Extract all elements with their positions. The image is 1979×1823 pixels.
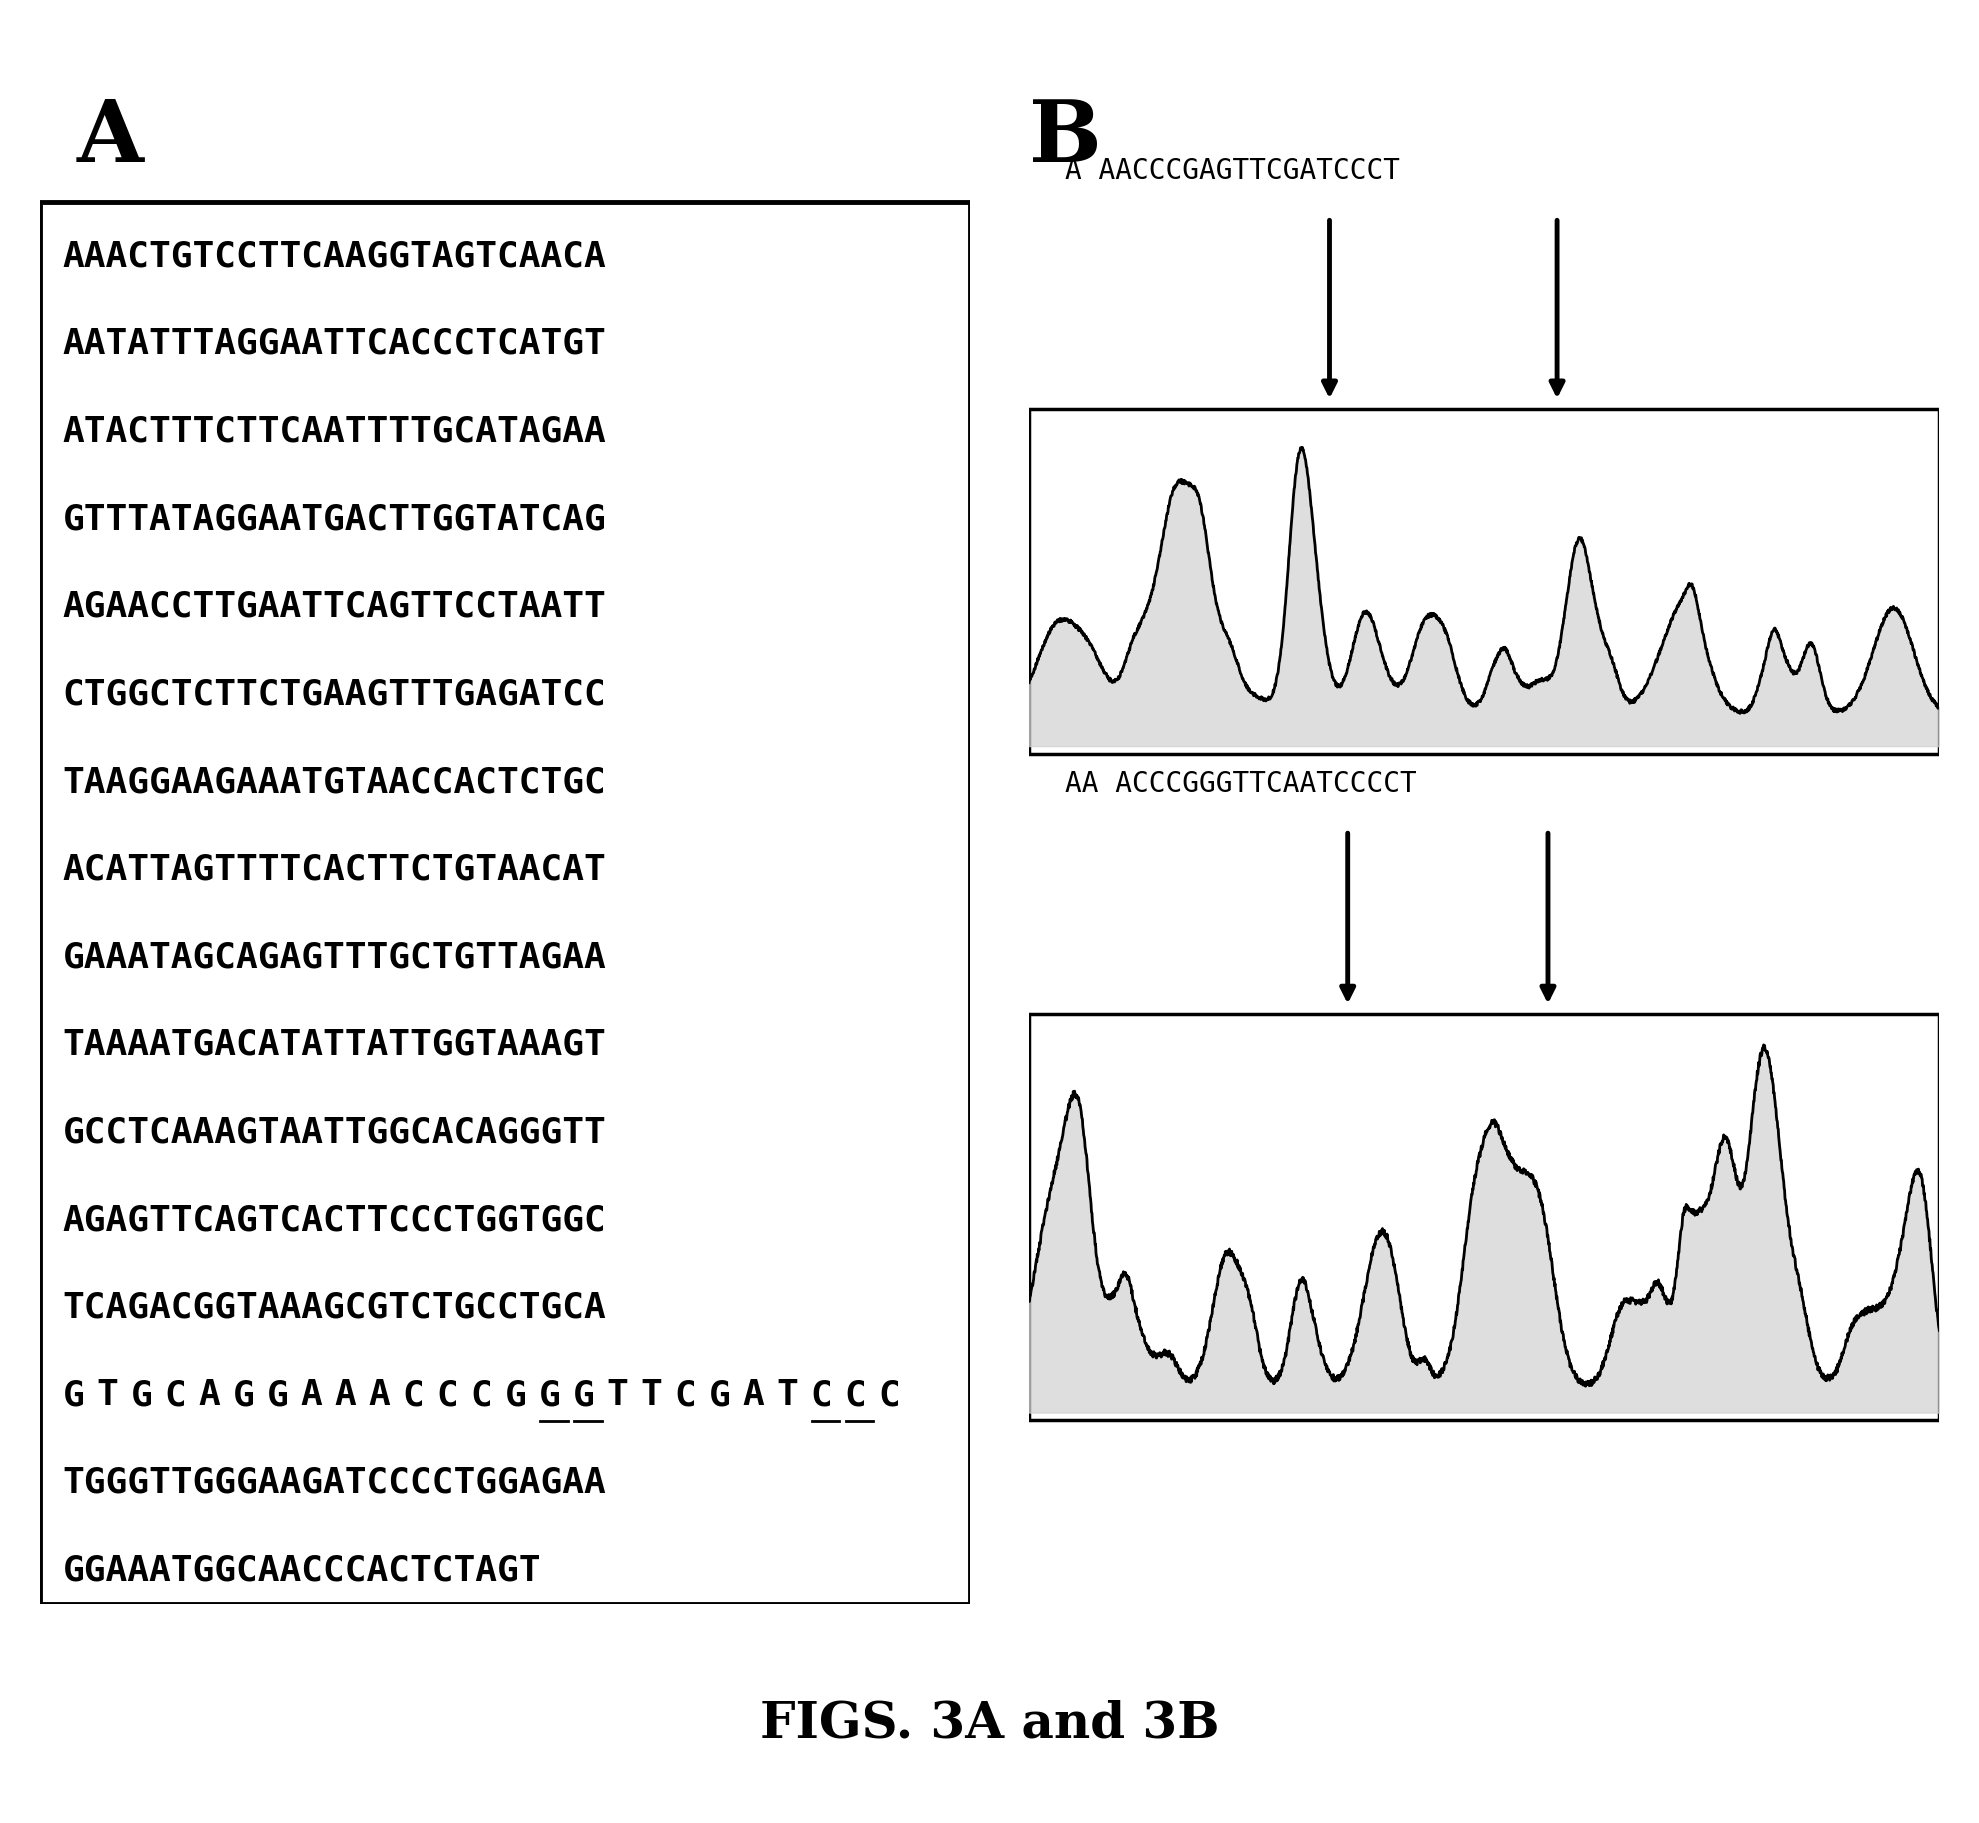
Text: ACATTAGTTTTCACTTCTGTAACAT: ACATTAGTTTTCACTTCTGTAACAT xyxy=(63,851,608,886)
Text: C: C xyxy=(845,1378,867,1411)
Text: T: T xyxy=(97,1378,119,1411)
Text: G: G xyxy=(708,1378,730,1411)
Text: AGAACCTTGAATTCAGTTCCTAATT: AGAACCTTGAATTCAGTTCCTAATT xyxy=(63,589,608,623)
Text: A AACCCGAGTTCGATCCCT: A AACCCGAGTTCGATCCCT xyxy=(1065,157,1401,186)
Text: AA ACCCGGGTTCAATCCCCT: AA ACCCGGGTTCAATCCCCT xyxy=(1065,769,1417,798)
Text: A: A xyxy=(368,1378,390,1411)
Text: T: T xyxy=(608,1378,629,1411)
Text: ATACTTTCTTCAATTTTGCATAGAA: ATACTTTCTTCAATTTTGCATAGAA xyxy=(63,414,608,448)
Text: GTTTATAGGAATGACTTGGTATCAG: GTTTATAGGAATGACTTGGTATCAG xyxy=(63,501,608,536)
Text: G: G xyxy=(131,1378,152,1411)
Text: TGGGTTGGGAAGATCCCCTGGAGAA: TGGGTTGGGAAGATCCCCTGGAGAA xyxy=(63,1466,608,1499)
Text: G: G xyxy=(63,1378,85,1411)
Text: AATATTTAGGAATTCACCCTCATGT: AATATTTAGGAATTCACCCTCATGT xyxy=(63,326,608,361)
Text: FIGS. 3A and 3B: FIGS. 3A and 3B xyxy=(760,1699,1219,1746)
Text: CTGGCTCTTCTGAAGTTTGAGATCC: CTGGCTCTTCTGAAGTTTGAGATCC xyxy=(63,676,608,711)
Text: TAAAATGACATATTATTGGTAAAGT: TAAAATGACATATTATTGGTAAAGT xyxy=(63,1028,608,1061)
Text: A: A xyxy=(198,1378,220,1411)
Text: GCCTCAAAGTAATTGGCACAGGGTT: GCCTCAAAGTAATTGGCACAGGGTT xyxy=(63,1116,608,1148)
Text: T: T xyxy=(641,1378,663,1411)
Text: B: B xyxy=(1029,97,1102,180)
Bar xyxy=(1029,410,1939,755)
Text: GAAATAGCAGAGTTTGCTGTTAGAA: GAAATAGCAGAGTTTGCTGTTAGAA xyxy=(63,939,608,973)
Text: TAAGGAAGAAATGTAACCACTCTGC: TAAGGAAGAAATGTAACCACTCTGC xyxy=(63,764,608,798)
Text: AGAGTTCAGTCACTTCCCTGGTGGC: AGAGTTCAGTCACTTCCCTGGTGGC xyxy=(63,1203,608,1236)
Text: C: C xyxy=(879,1378,900,1411)
Text: C: C xyxy=(811,1378,833,1411)
Text: GGAAATGGCAACCCACTCTAGT: GGAAATGGCAACCCACTCTAGT xyxy=(63,1553,542,1586)
Text: A: A xyxy=(742,1378,764,1411)
Text: C: C xyxy=(437,1378,459,1411)
Bar xyxy=(1029,1015,1939,1420)
Text: C: C xyxy=(675,1378,697,1411)
Text: A: A xyxy=(77,97,144,180)
Text: G: G xyxy=(505,1378,526,1411)
Text: G: G xyxy=(572,1378,594,1411)
Text: C: C xyxy=(164,1378,186,1411)
Text: G: G xyxy=(234,1378,255,1411)
Text: G: G xyxy=(538,1378,560,1411)
Text: C: C xyxy=(402,1378,424,1411)
Text: C: C xyxy=(471,1378,493,1411)
Text: TCAGACGGTAAAGCGTCTGCCTGCA: TCAGACGGTAAAGCGTCTGCCTGCA xyxy=(63,1291,608,1323)
Text: A: A xyxy=(334,1378,356,1411)
Text: T: T xyxy=(776,1378,798,1411)
Text: A: A xyxy=(301,1378,323,1411)
Text: AAACTGTCCTTCAAGGTAGTCAACA: AAACTGTCCTTCAAGGTAGTCAACA xyxy=(63,239,608,273)
Text: G: G xyxy=(267,1378,289,1411)
